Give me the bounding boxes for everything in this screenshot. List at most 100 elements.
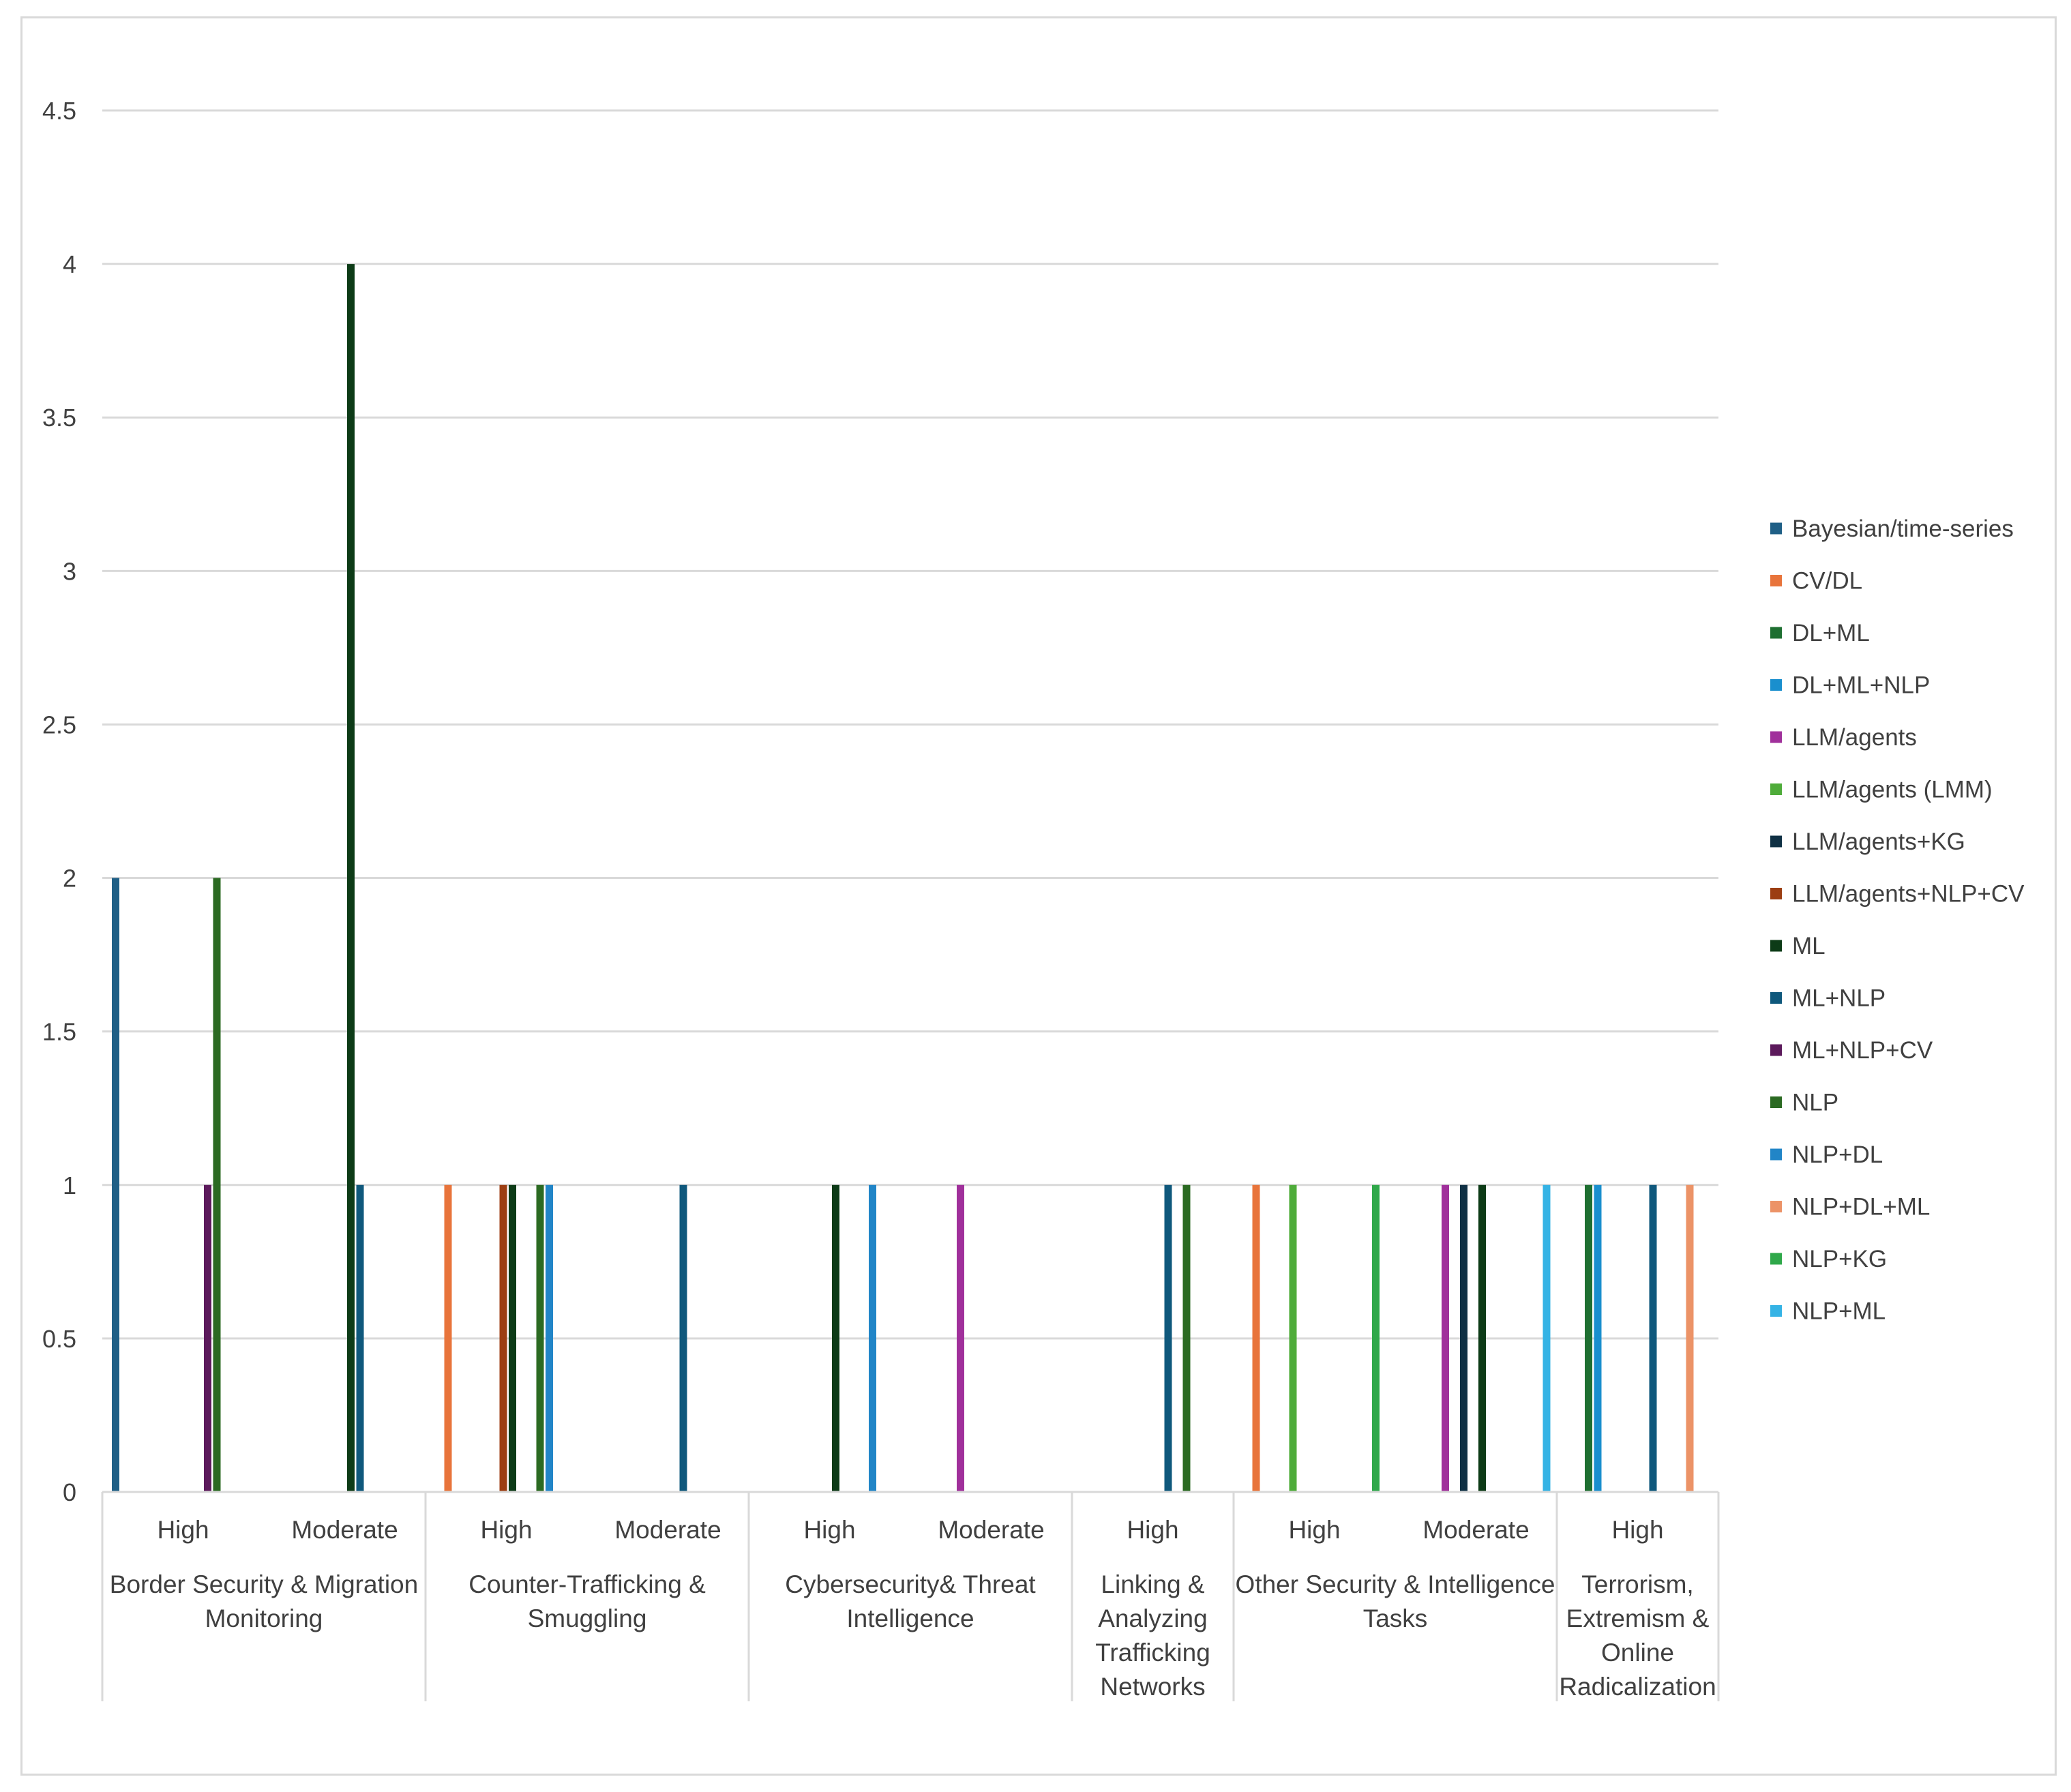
x-group-label: Extremism & bbox=[1566, 1604, 1710, 1632]
x-group-label: Linking & bbox=[1101, 1570, 1205, 1598]
gridlines bbox=[102, 109, 1718, 1340]
y-tick-label: 4.5 bbox=[42, 97, 76, 125]
legend-swatch bbox=[1770, 888, 1782, 899]
legend-label: NLP+KG bbox=[1792, 1246, 1887, 1272]
legend-swatch bbox=[1770, 627, 1782, 639]
legend-swatch bbox=[1770, 940, 1782, 952]
x-group-label: Tasks bbox=[1363, 1604, 1428, 1632]
x-group-label: Counter-Trafficking & bbox=[468, 1570, 706, 1598]
bar bbox=[112, 878, 119, 1492]
bar bbox=[546, 1184, 553, 1492]
x-group-label: Analyzing bbox=[1098, 1604, 1207, 1632]
legend-swatch bbox=[1770, 731, 1782, 743]
y-tick-label: 0.5 bbox=[42, 1325, 76, 1353]
legend-label: NLP bbox=[1792, 1090, 1838, 1116]
x-group-label: Border Security & Migration bbox=[110, 1570, 418, 1598]
legend-swatch bbox=[1770, 1253, 1782, 1265]
legend-swatch bbox=[1770, 835, 1782, 848]
x-subcategory-label: High bbox=[480, 1516, 532, 1544]
legend-label: LLM/agents (LMM) bbox=[1792, 777, 1993, 803]
legend-label: ML+NLP bbox=[1792, 985, 1886, 1012]
y-tick-label: 1 bbox=[63, 1171, 76, 1199]
legend-swatch bbox=[1770, 1201, 1782, 1212]
x-group-label: Terrorism, bbox=[1581, 1570, 1693, 1598]
y-tick-label: 3.5 bbox=[42, 404, 76, 432]
bar bbox=[1164, 1184, 1172, 1492]
legend-label: LLM/agents+NLP+CV bbox=[1792, 881, 2025, 908]
bar bbox=[957, 1184, 964, 1492]
legend-label: LLM/agents bbox=[1792, 724, 1917, 751]
legend-label: NLP+ML bbox=[1792, 1298, 1886, 1325]
x-subcategory-label: High bbox=[1611, 1516, 1663, 1544]
legend-swatch bbox=[1770, 783, 1782, 795]
bar bbox=[347, 264, 355, 1493]
x-subcategory-label: High bbox=[1127, 1516, 1178, 1544]
bar bbox=[679, 1184, 687, 1492]
y-tick-label: 2.5 bbox=[42, 711, 76, 738]
bar bbox=[213, 878, 221, 1492]
bar bbox=[1252, 1184, 1260, 1492]
legend-swatch bbox=[1770, 1148, 1782, 1161]
bar bbox=[1478, 1184, 1486, 1492]
bar bbox=[1543, 1184, 1551, 1492]
bar bbox=[536, 1184, 544, 1492]
bar bbox=[869, 1184, 876, 1492]
bar bbox=[1585, 1184, 1592, 1492]
legend-swatch bbox=[1770, 1044, 1782, 1056]
legend-swatch bbox=[1770, 679, 1782, 691]
x-subcategory-label: Moderate bbox=[614, 1516, 721, 1544]
legend-label: NLP+DL bbox=[1792, 1141, 1883, 1168]
x-group-label: Intelligence bbox=[846, 1604, 974, 1632]
x-group-label: Cybersecurity& Threat bbox=[785, 1570, 1036, 1598]
legend-swatch bbox=[1770, 522, 1782, 535]
bars bbox=[112, 264, 1694, 1493]
y-tick-label: 4 bbox=[63, 250, 76, 278]
bar bbox=[499, 1184, 507, 1492]
x-group-label: Online bbox=[1601, 1639, 1674, 1667]
bar bbox=[509, 1184, 516, 1492]
legend-label: CV/DL bbox=[1792, 568, 1862, 595]
x-group-label: Trafficking bbox=[1095, 1639, 1210, 1667]
legend-label: LLM/agents+KG bbox=[1792, 828, 1965, 855]
bar bbox=[1649, 1184, 1657, 1492]
x-group-label: Radicalization bbox=[1559, 1673, 1716, 1701]
legend-label: DL+ML+NLP bbox=[1792, 672, 1930, 699]
x-subcategory-label: Moderate bbox=[1422, 1516, 1529, 1544]
bar bbox=[1182, 1184, 1191, 1492]
legend-swatch bbox=[1770, 1096, 1782, 1108]
bar bbox=[1372, 1184, 1380, 1492]
x-subcategory-label: Moderate bbox=[291, 1516, 398, 1544]
x-group-label: Monitoring bbox=[205, 1604, 323, 1632]
legend-label: ML+NLP+CV bbox=[1792, 1037, 1933, 1064]
bar bbox=[1289, 1184, 1297, 1492]
x-group-label: Smuggling bbox=[528, 1604, 647, 1632]
legend-swatch bbox=[1770, 575, 1782, 586]
x-group-label: Networks bbox=[1100, 1673, 1205, 1701]
legend-label: NLP+DL+ML bbox=[1792, 1194, 1930, 1221]
bar bbox=[1442, 1184, 1449, 1492]
x-subcategory-label: High bbox=[157, 1516, 209, 1544]
x-subcategory-label: High bbox=[1288, 1516, 1340, 1544]
bar bbox=[1460, 1184, 1467, 1492]
bar bbox=[204, 1184, 211, 1492]
y-tick-label: 3 bbox=[63, 557, 76, 585]
legend-label: Bayesian/time-series bbox=[1792, 516, 2014, 542]
bar bbox=[1594, 1184, 1602, 1492]
y-axis-tick-labels: 0 0.5 1 1.5 2 2.5 3 3.5 4 4.5 bbox=[42, 97, 76, 1506]
y-tick-label: 1.5 bbox=[42, 1018, 76, 1046]
bar bbox=[1686, 1184, 1694, 1492]
y-tick-label: 0 bbox=[63, 1478, 76, 1506]
x-axis: High Moderate Border Security & Migration M… bbox=[101, 1491, 1720, 1701]
bar bbox=[832, 1184, 839, 1492]
legend-label: ML bbox=[1792, 933, 1826, 959]
legend-label: DL+ML bbox=[1792, 620, 1870, 646]
bar bbox=[444, 1184, 452, 1492]
y-tick-label: 2 bbox=[63, 865, 76, 893]
x-subcategory-label: Moderate bbox=[938, 1516, 1044, 1544]
x-group-label: Other Security & Intelligence bbox=[1236, 1570, 1555, 1598]
legend: Bayesian/time-series CV/DL DL+ML DL+ML+NLP L… bbox=[1770, 516, 2025, 1325]
legend-swatch bbox=[1770, 992, 1782, 1004]
bar bbox=[356, 1184, 364, 1492]
legend-swatch bbox=[1770, 1305, 1782, 1317]
